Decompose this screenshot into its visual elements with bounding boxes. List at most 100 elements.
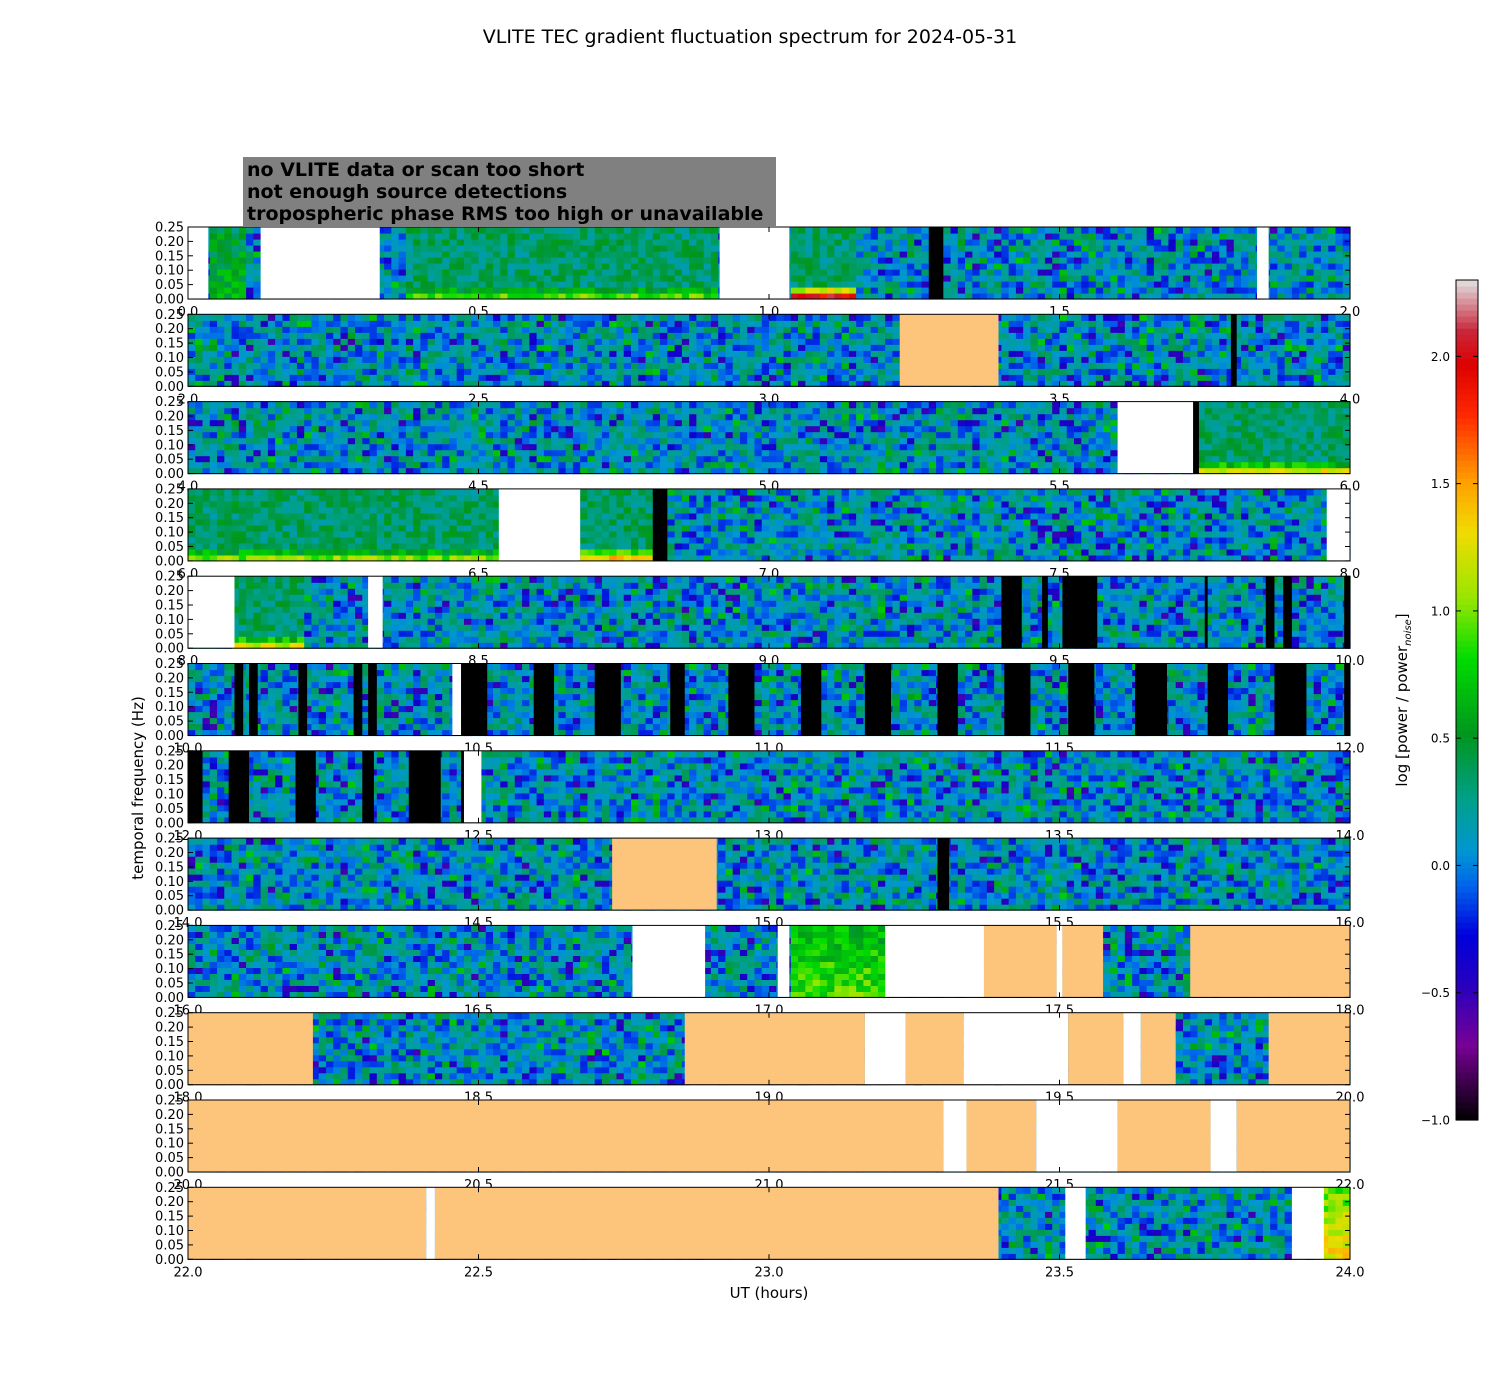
heatmap-cell <box>710 401 719 409</box>
heatmap-cell <box>703 326 712 333</box>
heatmap-cell <box>1168 332 1177 339</box>
heatmap-cell <box>631 356 639 363</box>
heatmap-cell <box>1110 257 1119 264</box>
heatmap-cell <box>507 419 516 427</box>
heatmap-cell <box>558 419 567 427</box>
heatmap-cell <box>1088 281 1097 288</box>
heatmap-cell <box>543 326 552 333</box>
heatmap-cell <box>703 287 712 294</box>
heatmap-cell <box>732 362 741 369</box>
heatmap-cell <box>551 401 559 409</box>
heatmap-cell <box>231 431 240 439</box>
heatmap-cell <box>1299 263 1308 270</box>
heatmap-cell <box>1248 245 1257 252</box>
heatmap-cell <box>594 245 603 252</box>
heatmap-cell <box>325 326 334 333</box>
heatmap-cell <box>812 269 821 276</box>
heatmap-cell <box>427 419 436 427</box>
heatmap-cell <box>645 449 654 457</box>
heatmap-cell <box>362 344 371 351</box>
heatmap-cell <box>202 425 211 433</box>
y-tick-label: 0.05 <box>155 365 184 380</box>
heatmap-cell <box>1204 245 1213 252</box>
heatmap-cell <box>420 320 429 327</box>
heatmap-cell <box>848 344 857 351</box>
heatmap-cell <box>333 467 342 475</box>
heatmap-cell <box>1095 368 1104 375</box>
heatmap-cell <box>188 437 196 445</box>
heatmap-cell <box>609 269 618 276</box>
heatmap-cell <box>478 293 487 300</box>
heatmap-cell <box>1313 368 1322 375</box>
heatmap-cell <box>318 455 327 463</box>
heatmap-cell <box>565 449 574 457</box>
heatmap-cell <box>355 344 363 351</box>
heatmap-cell <box>805 431 814 439</box>
heatmap-cell <box>231 374 240 381</box>
heatmap-cell <box>994 227 1002 234</box>
heatmap-cell <box>1182 374 1191 381</box>
heatmap-cell <box>638 314 647 321</box>
heatmap-cell <box>790 227 799 234</box>
heatmap-cell <box>696 449 705 457</box>
heatmap-cell <box>1059 269 1068 276</box>
heatmap-cell <box>747 401 756 409</box>
heatmap-cell <box>362 455 371 463</box>
heatmap-cell <box>783 380 792 387</box>
heatmap-cell <box>972 281 981 288</box>
heatmap-cell <box>209 332 218 339</box>
heatmap-cell <box>1255 374 1264 381</box>
heatmap-cell <box>1270 269 1278 276</box>
heatmap-cell <box>609 380 618 387</box>
heatmap-cell <box>667 413 676 421</box>
heatmap-cell <box>696 275 705 282</box>
heatmap-cell <box>754 449 763 457</box>
heatmap-cell <box>325 314 334 321</box>
heatmap-cell <box>1081 344 1090 351</box>
heatmap-cell <box>1262 320 1271 327</box>
heatmap-cell <box>1124 239 1133 246</box>
heatmap-cell <box>522 407 530 415</box>
heatmap-cell <box>812 332 821 339</box>
heatmap-cell <box>660 443 668 451</box>
heatmap-cell <box>1299 380 1308 387</box>
heatmap-cell <box>689 239 697 246</box>
heatmap-cell <box>877 257 886 264</box>
heatmap-cell <box>376 374 385 381</box>
heatmap-cell <box>979 257 988 264</box>
heatmap-cell <box>188 431 196 439</box>
heatmap-cell <box>434 293 443 300</box>
heatmap-cell <box>601 413 610 421</box>
heatmap-cell <box>296 461 305 469</box>
heatmap-cell <box>783 401 792 409</box>
heatmap-cell <box>1233 269 1242 276</box>
heatmap-cell <box>413 368 421 375</box>
heatmap-cell <box>1088 293 1097 300</box>
heatmap-cell <box>391 437 400 445</box>
heatmap-cell <box>609 461 618 469</box>
heatmap-cell <box>507 338 516 345</box>
heatmap-cell <box>892 338 901 345</box>
heatmap-cell <box>703 245 712 252</box>
heatmap-cell <box>398 449 407 457</box>
heatmap-cell <box>1146 326 1155 333</box>
heatmap-cell <box>325 419 334 427</box>
heatmap-cell <box>848 380 857 387</box>
heatmap-cell <box>442 227 451 234</box>
heatmap-cell <box>442 413 451 421</box>
heatmap-cell <box>507 227 516 234</box>
heatmap-cell <box>819 350 828 357</box>
heatmap-cell <box>1124 326 1133 333</box>
heatmap-cell <box>1284 350 1293 357</box>
heatmap-cell <box>217 467 225 475</box>
heatmap-cell <box>217 356 225 363</box>
heatmap-cell <box>1015 368 1024 375</box>
heatmap-cell <box>1197 257 1206 264</box>
heatmap-cell <box>660 293 668 300</box>
heatmap-cell <box>543 227 552 234</box>
heatmap-cell <box>551 407 559 415</box>
heatmap-cell <box>1095 362 1104 369</box>
heatmap-cell <box>1197 368 1206 375</box>
heatmap-cell <box>1262 326 1271 333</box>
heatmap-cell <box>514 407 523 415</box>
